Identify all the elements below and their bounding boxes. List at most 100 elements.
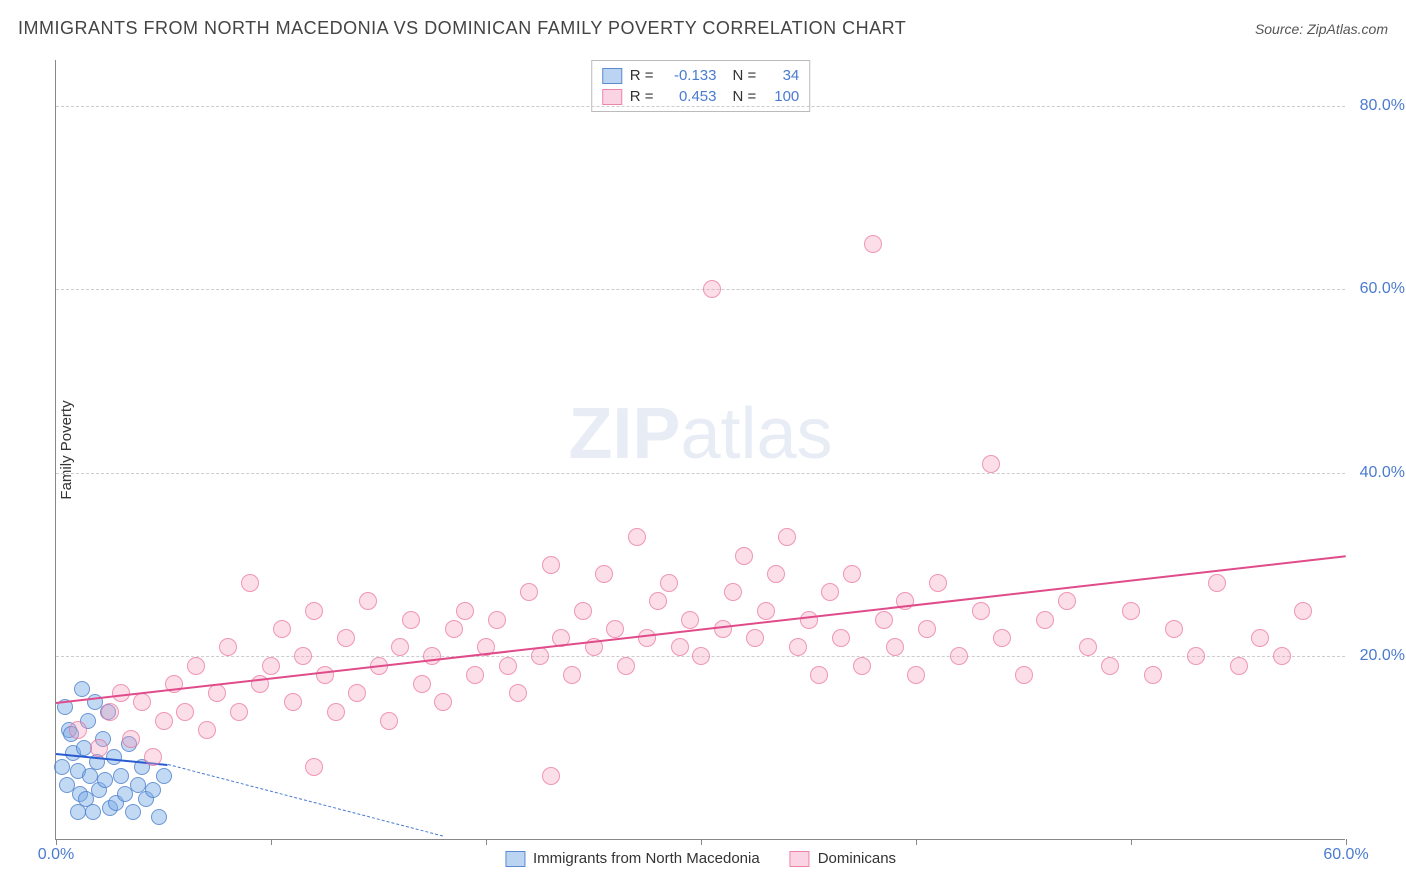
x-tick <box>916 839 917 845</box>
data-point <box>1144 666 1162 684</box>
r-label: R = <box>630 88 654 105</box>
data-point <box>929 574 947 592</box>
data-point <box>97 772 113 788</box>
data-point <box>359 592 377 610</box>
watermark-suffix: atlas <box>680 394 832 474</box>
data-point <box>155 712 173 730</box>
data-point <box>337 629 355 647</box>
data-point <box>176 703 194 721</box>
data-point <box>950 647 968 665</box>
data-point <box>1165 620 1183 638</box>
data-point <box>821 583 839 601</box>
data-point <box>456 602 474 620</box>
data-point <box>767 565 785 583</box>
data-point <box>649 592 667 610</box>
data-point <box>692 647 710 665</box>
data-point <box>638 629 656 647</box>
data-point <box>778 528 796 546</box>
data-point <box>499 657 517 675</box>
y-tick-label: 80.0% <box>1350 97 1405 115</box>
data-point <box>1230 657 1248 675</box>
data-point <box>832 629 850 647</box>
data-point <box>574 602 592 620</box>
data-point <box>305 758 323 776</box>
data-point <box>1251 629 1269 647</box>
data-point <box>628 528 646 546</box>
swatch-blue <box>602 68 622 84</box>
watermark-prefix: ZIP <box>568 394 680 474</box>
data-point <box>90 739 108 757</box>
data-point <box>1294 602 1312 620</box>
data-point <box>714 620 732 638</box>
data-point <box>724 583 742 601</box>
header: IMMIGRANTS FROM NORTH MACEDONIA VS DOMIN… <box>18 18 1388 39</box>
legend-item-1: Immigrants from North Macedonia <box>505 850 760 867</box>
n-label: N = <box>733 88 757 105</box>
data-point <box>434 693 452 711</box>
data-point <box>1101 657 1119 675</box>
data-point <box>316 666 334 684</box>
swatch-pink <box>602 89 622 105</box>
data-point <box>509 684 527 702</box>
data-point <box>241 574 259 592</box>
data-point <box>122 730 140 748</box>
n-value-1: 34 <box>764 67 799 84</box>
data-point <box>531 647 549 665</box>
data-point <box>1036 611 1054 629</box>
data-point <box>101 703 119 721</box>
x-tick <box>1346 839 1347 845</box>
data-point <box>703 280 721 298</box>
data-point <box>219 638 237 656</box>
data-point <box>843 565 861 583</box>
x-tick <box>1131 839 1132 845</box>
data-point <box>789 638 807 656</box>
data-point <box>1015 666 1033 684</box>
data-point <box>606 620 624 638</box>
r-value-1: -0.133 <box>662 67 717 84</box>
data-point <box>348 684 366 702</box>
data-point <box>145 782 161 798</box>
data-point <box>391 638 409 656</box>
n-label: N = <box>733 67 757 84</box>
data-point <box>70 804 86 820</box>
r-label: R = <box>630 67 654 84</box>
data-point <box>125 804 141 820</box>
y-tick-label: 60.0% <box>1350 280 1405 298</box>
data-point <box>1208 574 1226 592</box>
data-point <box>810 666 828 684</box>
swatch-blue <box>505 851 525 867</box>
data-point <box>875 611 893 629</box>
data-point <box>746 629 764 647</box>
data-point <box>1079 638 1097 656</box>
data-point <box>520 583 538 601</box>
data-point <box>671 638 689 656</box>
data-point <box>993 629 1011 647</box>
data-point <box>151 809 167 825</box>
data-point <box>74 681 90 697</box>
data-point <box>972 602 990 620</box>
data-point <box>156 768 172 784</box>
data-point <box>144 748 162 766</box>
data-point <box>380 712 398 730</box>
data-point <box>113 768 129 784</box>
series-2-name: Dominicans <box>818 850 896 867</box>
data-point <box>85 804 101 820</box>
data-point <box>273 620 291 638</box>
data-point <box>1187 647 1205 665</box>
data-point <box>230 703 248 721</box>
data-point <box>133 693 151 711</box>
data-point <box>69 721 87 739</box>
data-point <box>413 675 431 693</box>
grid-line <box>56 289 1345 290</box>
data-point <box>617 657 635 675</box>
grid-line <box>56 106 1345 107</box>
x-tick <box>486 839 487 845</box>
series-legend: Immigrants from North Macedonia Dominica… <box>505 850 896 867</box>
data-point <box>187 657 205 675</box>
trend-line-extrapolation <box>168 764 443 837</box>
data-point <box>886 638 904 656</box>
data-point <box>864 235 882 253</box>
data-point <box>1058 592 1076 610</box>
data-point <box>563 666 581 684</box>
source-attribution: Source: ZipAtlas.com <box>1255 21 1388 37</box>
